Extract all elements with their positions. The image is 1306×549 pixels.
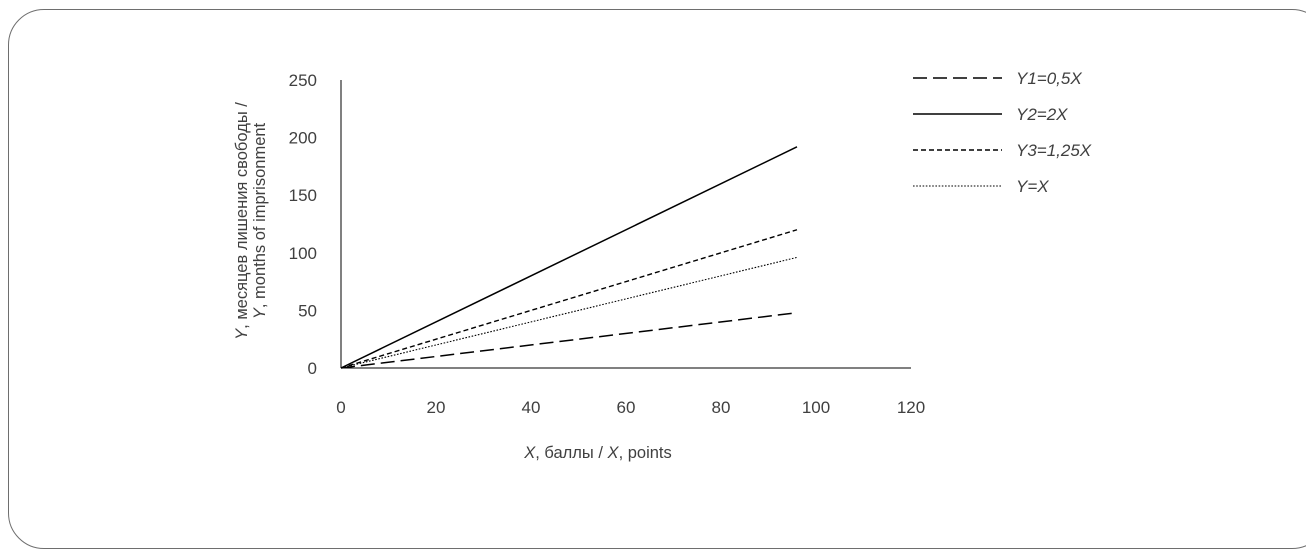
series-line [340,256,798,369]
y-tick-label: 50 [298,301,317,320]
x-tick-label: 20 [427,398,446,417]
series-line [340,311,798,369]
y-tick-label: 100 [289,244,317,263]
y-tick-labels: 0 50 100 150 200 250 [289,71,317,378]
legend-label: Y1=0,5X [1016,69,1082,88]
legend: Y1=0,5X Y2=2X Y3=1,25X Y=X [913,69,1092,196]
legend-label: Y=X [1016,177,1049,196]
y-tick-label: 200 [289,129,317,148]
y-tick-label: 250 [289,71,317,90]
x-tick-label: 120 [897,398,925,417]
y-axis-title-line-2: Y, months of imprisonment [251,122,269,319]
x-tick-label: 40 [522,398,541,417]
x-tick-labels: 0 20 40 60 80 100 120 [336,398,925,417]
x-tick-label: 100 [802,398,830,417]
y-tick-label: 0 [308,359,317,378]
series-line [340,146,798,369]
line-chart: 0 50 100 150 200 250 0 20 40 60 80 100 120 X, баллы… [233,69,1092,462]
legend-label: Y2=2X [1016,105,1068,124]
y-tick-label: 150 [289,186,317,205]
y-axis-title: Y, месяцев лишения свободы / Y, months o… [233,102,269,340]
x-axis-title: X, баллы / X, points [523,444,672,462]
legend-label: Y3=1,25X [1016,141,1092,160]
y-axis-title-line-1: Y, месяцев лишения свободы / [233,102,251,340]
x-tick-label: 80 [712,398,731,417]
x-tick-label: 0 [336,398,345,417]
series-lines [340,146,798,369]
series-line [340,229,798,369]
x-tick-label: 60 [617,398,636,417]
